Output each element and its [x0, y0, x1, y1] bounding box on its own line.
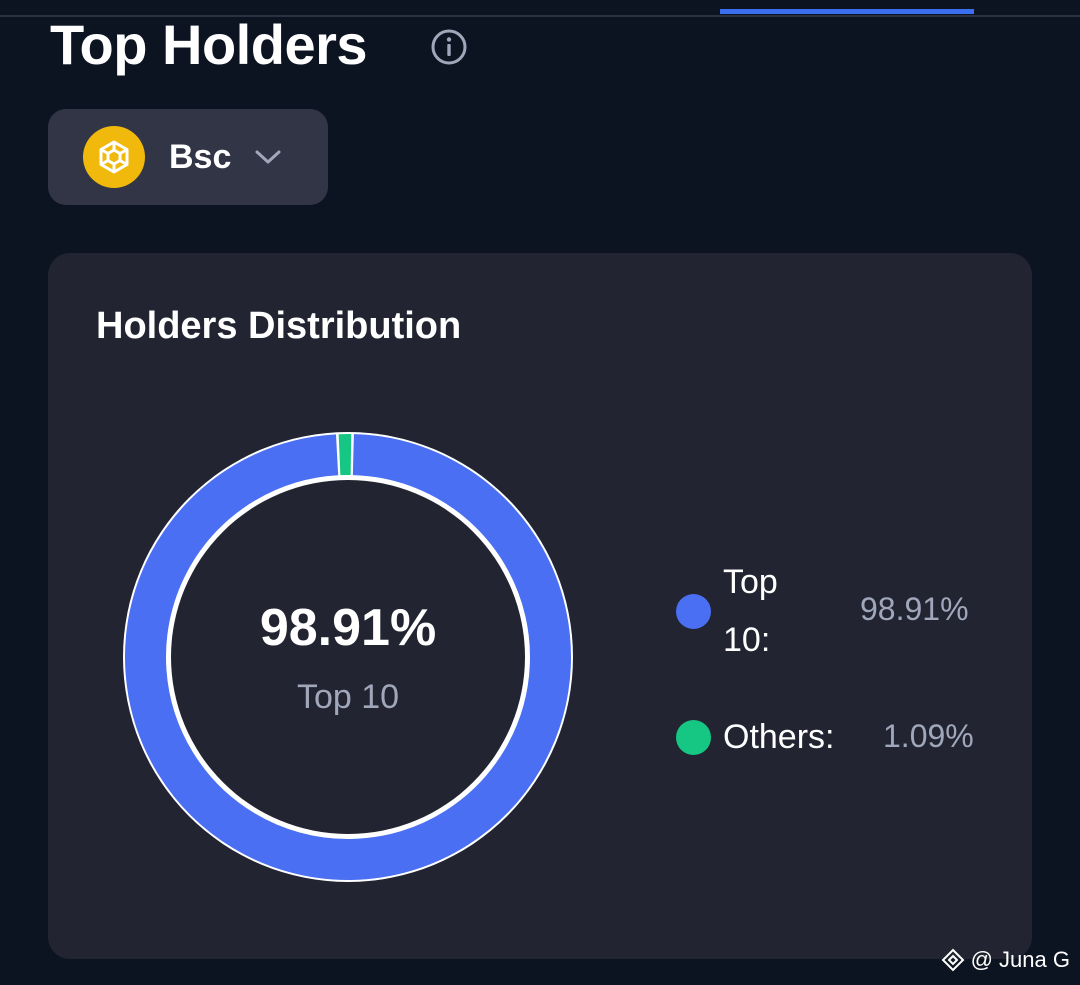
legend-value-top10: 98.91%	[860, 591, 969, 627]
info-circle-icon[interactable]	[430, 28, 468, 66]
donut-center-value: 98.91%	[259, 599, 437, 657]
donut-center	[171, 480, 525, 834]
legend-value-others: 1.09%	[883, 718, 974, 754]
card-title: Holders Distribution	[96, 305, 462, 347]
legend-label-top10-line2: 10:	[723, 621, 771, 659]
watermark: @ Juna G	[941, 947, 1070, 973]
donut-center-label: Top 10	[296, 678, 400, 716]
binance-square-icon	[941, 948, 965, 972]
legend-dot-top10	[676, 593, 711, 629]
watermark-text: @ Juna G	[970, 947, 1070, 972]
holders-distribution-card: Holders Distribution 98.91% Top 10 Top 1…	[48, 253, 1032, 959]
chevron-down-icon	[255, 150, 281, 164]
donut-slice-top-10	[125, 434, 571, 880]
legend-label-top10: Top 10:	[723, 553, 778, 669]
chain-selector-dropdown[interactable]: Bsc	[48, 109, 328, 205]
chain-selector-label: Bsc	[169, 137, 232, 176]
bnb-chain-logo-icon	[83, 126, 145, 188]
legend-label-top10-line1: Top	[723, 563, 778, 601]
legend-item-top10: Top 10:	[676, 553, 778, 669]
legend-item-others: Others:	[676, 708, 834, 766]
top-divider	[0, 15, 1080, 17]
holders-donut-chart	[123, 432, 573, 882]
legend-label-others: Others:	[723, 718, 835, 756]
active-tab-indicator	[720, 9, 974, 14]
page-title: Top Holders	[50, 13, 368, 76]
legend-dot-others	[676, 719, 711, 755]
